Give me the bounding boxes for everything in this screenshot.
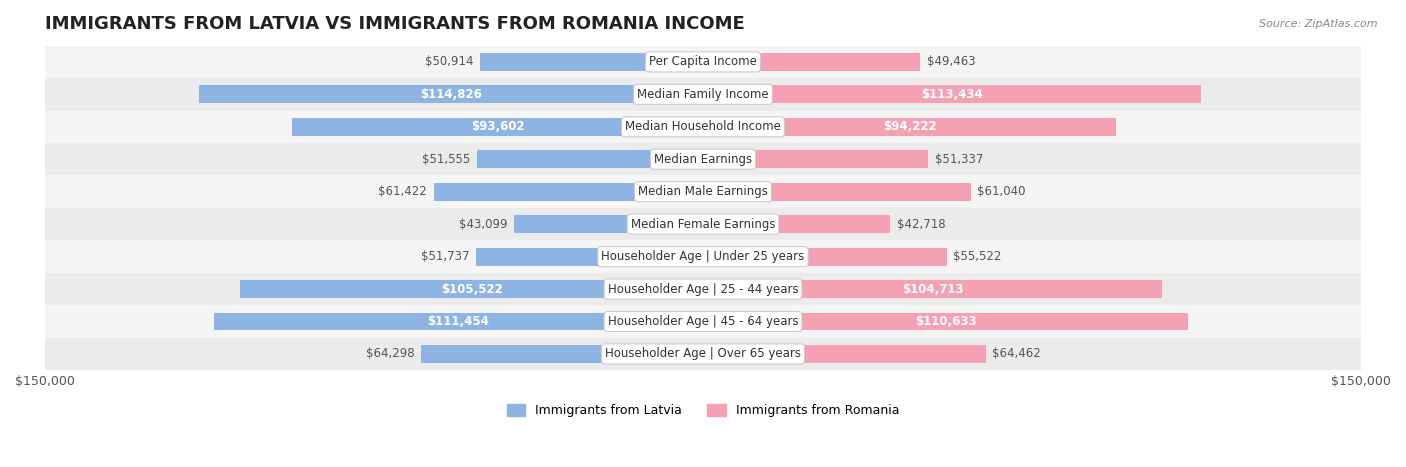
Text: Median Earnings: Median Earnings xyxy=(654,153,752,166)
Text: $49,463: $49,463 xyxy=(927,56,976,68)
Bar xyxy=(45,111,1361,143)
Text: $51,555: $51,555 xyxy=(422,153,470,166)
Bar xyxy=(45,338,1361,370)
Bar xyxy=(703,312,1188,331)
Bar xyxy=(515,215,703,233)
Text: $93,602: $93,602 xyxy=(471,120,524,133)
Bar xyxy=(703,53,920,71)
Text: $51,337: $51,337 xyxy=(935,153,983,166)
Bar xyxy=(703,150,928,168)
Text: $104,713: $104,713 xyxy=(901,283,963,296)
Text: Householder Age | Over 65 years: Householder Age | Over 65 years xyxy=(605,347,801,361)
Text: Source: ZipAtlas.com: Source: ZipAtlas.com xyxy=(1260,19,1378,28)
Text: $42,718: $42,718 xyxy=(897,218,946,231)
Legend: Immigrants from Latvia, Immigrants from Romania: Immigrants from Latvia, Immigrants from … xyxy=(502,399,904,422)
Text: Median Female Earnings: Median Female Earnings xyxy=(631,218,775,231)
Bar xyxy=(45,208,1361,241)
Bar xyxy=(240,280,703,298)
Text: Householder Age | 45 - 64 years: Householder Age | 45 - 64 years xyxy=(607,315,799,328)
Bar xyxy=(703,215,890,233)
Bar xyxy=(479,53,703,71)
Bar xyxy=(703,248,946,266)
Bar xyxy=(703,85,1201,103)
Bar xyxy=(45,241,1361,273)
Text: $61,040: $61,040 xyxy=(977,185,1026,198)
Bar xyxy=(45,305,1361,338)
Bar xyxy=(45,46,1361,78)
Text: IMMIGRANTS FROM LATVIA VS IMMIGRANTS FROM ROMANIA INCOME: IMMIGRANTS FROM LATVIA VS IMMIGRANTS FRO… xyxy=(45,15,745,33)
Bar xyxy=(703,280,1163,298)
Bar xyxy=(200,85,703,103)
Bar xyxy=(292,118,703,136)
Text: Median Male Earnings: Median Male Earnings xyxy=(638,185,768,198)
Text: $94,222: $94,222 xyxy=(883,120,936,133)
Bar xyxy=(477,248,703,266)
Bar xyxy=(433,183,703,201)
Text: Householder Age | 25 - 44 years: Householder Age | 25 - 44 years xyxy=(607,283,799,296)
Bar xyxy=(45,143,1361,176)
Text: $50,914: $50,914 xyxy=(425,56,472,68)
Bar xyxy=(420,345,703,363)
Text: $105,522: $105,522 xyxy=(440,283,502,296)
Text: $113,434: $113,434 xyxy=(921,88,983,101)
Text: Median Household Income: Median Household Income xyxy=(626,120,780,133)
Text: Householder Age | Under 25 years: Householder Age | Under 25 years xyxy=(602,250,804,263)
Text: $110,633: $110,633 xyxy=(915,315,977,328)
Bar xyxy=(45,273,1361,305)
Text: $114,826: $114,826 xyxy=(420,88,482,101)
Text: $64,462: $64,462 xyxy=(993,347,1040,361)
Text: $64,298: $64,298 xyxy=(366,347,415,361)
Bar xyxy=(45,176,1361,208)
Bar xyxy=(703,345,986,363)
Bar xyxy=(214,312,703,331)
Text: $43,099: $43,099 xyxy=(458,218,508,231)
Text: Per Capita Income: Per Capita Income xyxy=(650,56,756,68)
Text: $111,454: $111,454 xyxy=(427,315,489,328)
Text: Median Family Income: Median Family Income xyxy=(637,88,769,101)
Bar xyxy=(45,78,1361,111)
Bar xyxy=(477,150,703,168)
Text: $51,737: $51,737 xyxy=(420,250,470,263)
Bar xyxy=(703,118,1116,136)
Text: $61,422: $61,422 xyxy=(378,185,427,198)
Text: $55,522: $55,522 xyxy=(953,250,1001,263)
Bar xyxy=(703,183,970,201)
